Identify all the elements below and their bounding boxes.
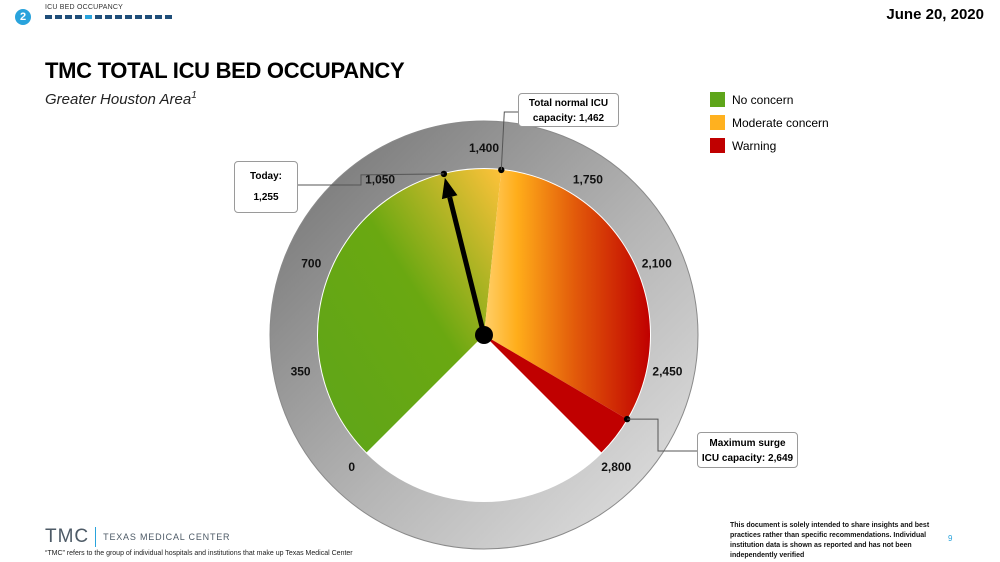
logo-text: TEXAS MEDICAL CENTER	[103, 532, 231, 542]
legend: No concern Moderate concern Warning	[710, 88, 829, 157]
progress-segment	[125, 15, 132, 19]
max-surge-leader	[627, 418, 697, 452]
legend-swatch	[710, 115, 725, 130]
today-leader	[298, 173, 444, 186]
normal-capacity-line2: capacity: 1,462	[532, 113, 605, 124]
needle-shaft	[447, 196, 487, 336]
tmc-logo: TMC TEXAS MEDICAL CENTER	[45, 526, 230, 548]
max-surge-line1: Maximum surge	[709, 438, 786, 449]
report-date: June 20, 2020	[886, 6, 984, 23]
legend-label: No concern	[732, 92, 794, 107]
progress-segment	[105, 15, 112, 19]
progress-segment	[95, 15, 102, 19]
subtitle-text: Greater Houston Area	[45, 91, 192, 108]
progress-segment	[145, 15, 152, 19]
tick-label: 0	[348, 460, 355, 474]
tick-label: 2,100	[642, 256, 672, 270]
gauge-layer: 0 350 700 1,050 1,400 1,750 2,100 2,450 2,800	[269, 111, 699, 550]
band-max-surge	[484, 335, 628, 453]
today-label: Today:	[249, 171, 283, 182]
legend-label: Warning	[732, 138, 777, 153]
tick-label: 2,800	[601, 460, 631, 474]
max-surge-line2: ICU capacity: 2,649	[701, 453, 794, 464]
legend-label: Moderate concern	[732, 115, 829, 130]
band-warning-gradient	[484, 169, 650, 420]
logo-mark: TMC	[45, 526, 90, 547]
footer-note: “TMC” refers to the group of individual …	[45, 550, 353, 557]
progress-segment	[65, 15, 72, 19]
legend-swatch	[710, 92, 725, 107]
progress-segment	[45, 15, 52, 19]
normal-capacity-leader	[500, 111, 518, 170]
tick-label: 1,750	[573, 173, 603, 187]
progress-segment	[115, 15, 122, 19]
progress-segment	[165, 15, 172, 19]
progress-segment	[135, 15, 142, 19]
needle-head	[441, 177, 458, 200]
page-subtitle: Greater Houston Area1	[45, 90, 197, 108]
max-surge-callout: Maximum surge ICU capacity: 2,649	[697, 432, 798, 468]
section-label: ICU BED OCCUPANCY	[45, 4, 123, 11]
tick-label: 1,050	[365, 173, 395, 187]
legend-item-warning: Warning	[710, 134, 829, 157]
tick-label: 700	[301, 256, 321, 270]
progress-segment	[85, 15, 92, 19]
tick-label: 1,400	[469, 141, 499, 155]
tick-label: 350	[291, 364, 311, 378]
today-callout: Today: 1,255	[234, 161, 298, 213]
legend-item-moderate-concern: Moderate concern	[710, 111, 829, 134]
progress-segment	[75, 15, 82, 19]
disclaimer: This document is solely intended to shar…	[730, 522, 930, 559]
section-progress-bar	[45, 15, 172, 19]
page-title: TMC TOTAL ICU BED OCCUPANCY	[45, 58, 405, 83]
today-value: 1,255	[253, 192, 279, 203]
section-number-badge: 2	[15, 9, 31, 25]
progress-segment	[55, 15, 62, 19]
normal-capacity-callout: Total normal ICU capacity: 1,462	[518, 93, 619, 127]
legend-swatch	[710, 138, 725, 153]
subtitle-footnote-marker: 1	[191, 90, 197, 101]
logo-divider	[95, 527, 97, 547]
needle-hub	[475, 326, 493, 344]
band-no-concern	[317, 169, 502, 453]
tick-label: 2,450	[652, 364, 682, 378]
legend-item-no-concern: No concern	[710, 88, 829, 111]
normal-capacity-line1: Total normal ICU	[528, 98, 609, 109]
progress-segment	[155, 15, 162, 19]
page-number: 9	[948, 534, 953, 543]
